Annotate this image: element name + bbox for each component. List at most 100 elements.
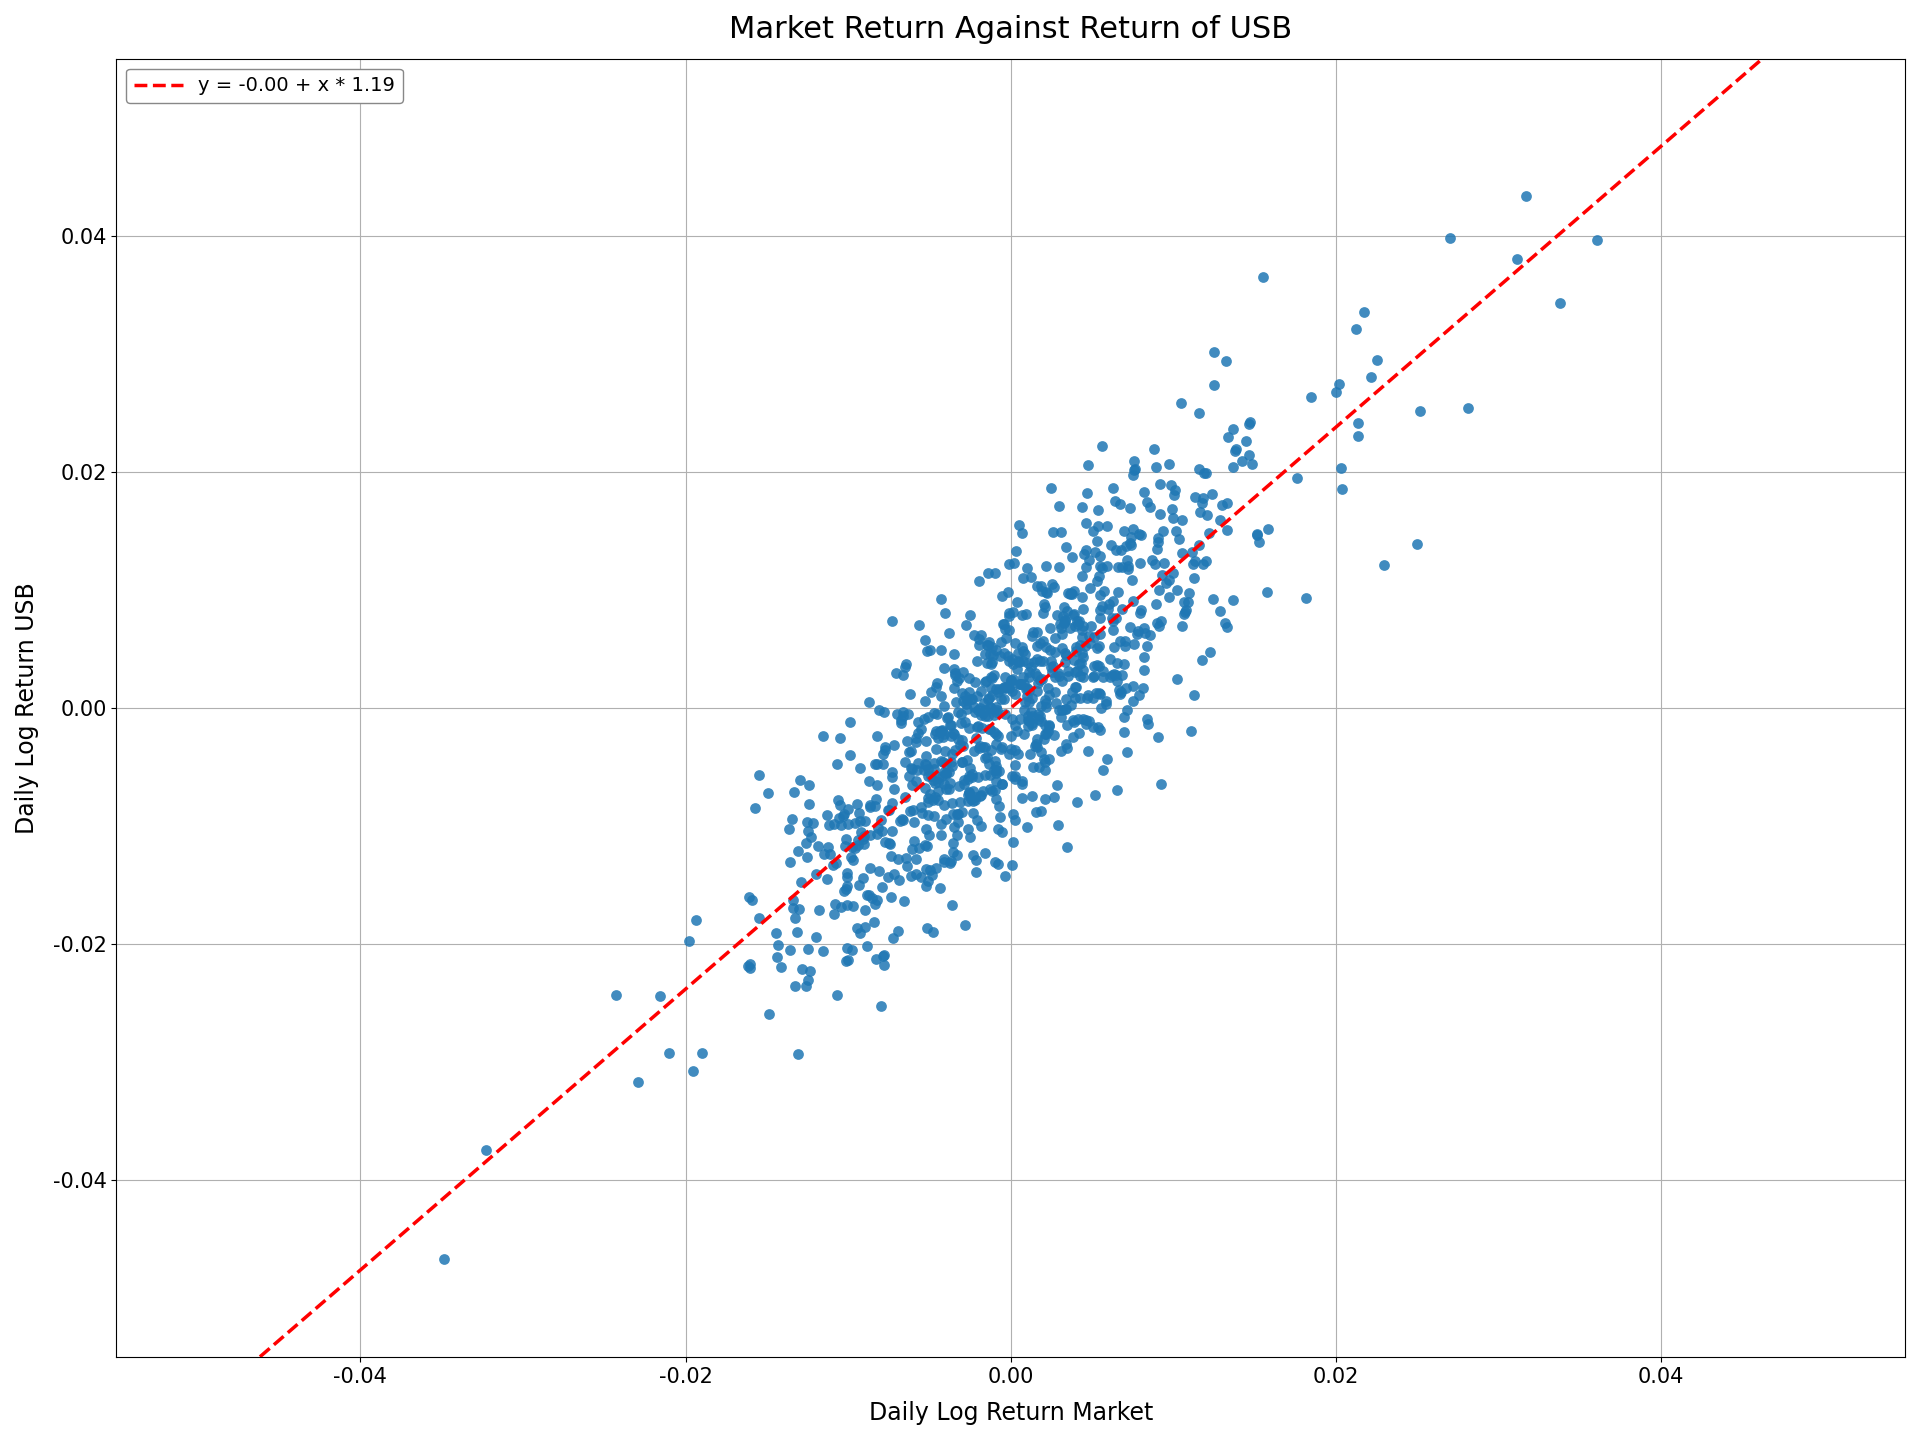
Point — [979, 759, 1010, 782]
Point — [1068, 619, 1098, 642]
Point — [912, 916, 943, 939]
Point — [900, 726, 931, 749]
Point — [985, 737, 1016, 760]
Point — [1089, 665, 1119, 688]
Point — [983, 680, 1014, 703]
Point — [801, 924, 831, 948]
Point — [987, 585, 1018, 608]
Point — [785, 769, 816, 792]
Point — [1158, 497, 1188, 520]
Point — [998, 829, 1029, 852]
Point — [1092, 554, 1123, 577]
Point — [1064, 707, 1094, 730]
Point — [1116, 616, 1146, 639]
Point — [1094, 648, 1125, 671]
Point — [925, 638, 956, 661]
Point — [1204, 599, 1235, 622]
Point — [778, 888, 808, 912]
Point — [958, 844, 989, 867]
Point — [1117, 464, 1148, 487]
Point — [1081, 569, 1112, 592]
Point — [1006, 521, 1037, 544]
Point — [1154, 586, 1185, 609]
Point — [1048, 596, 1079, 619]
Point — [908, 759, 939, 782]
Point — [1112, 549, 1142, 572]
Point — [1027, 629, 1058, 652]
Point — [922, 788, 952, 811]
Point — [866, 994, 897, 1017]
Point — [1248, 265, 1279, 288]
Point — [1037, 573, 1068, 596]
Point — [1217, 418, 1248, 441]
Point — [964, 736, 995, 759]
Point — [1025, 649, 1056, 672]
Point — [1050, 697, 1081, 720]
Point — [831, 893, 862, 916]
Point — [1029, 747, 1060, 770]
Point — [1112, 698, 1142, 721]
Point — [937, 750, 968, 773]
Point — [877, 760, 908, 783]
Point — [1100, 539, 1131, 562]
Point — [1016, 704, 1046, 727]
Point — [958, 624, 989, 647]
Point — [1041, 603, 1071, 626]
Point — [916, 864, 947, 887]
Point — [674, 930, 705, 953]
Point — [931, 753, 962, 776]
Point — [1325, 456, 1356, 480]
Point — [1171, 598, 1202, 621]
Point — [881, 703, 912, 726]
Point — [801, 863, 831, 886]
Point — [1085, 624, 1116, 647]
Point — [891, 847, 922, 870]
Point — [1016, 566, 1046, 589]
Point — [975, 684, 1006, 707]
Point — [1014, 661, 1044, 684]
Point — [948, 768, 979, 791]
Point — [995, 675, 1025, 698]
Point — [1321, 382, 1352, 405]
Point — [1056, 546, 1087, 569]
Point — [958, 696, 989, 719]
Point — [975, 667, 1006, 690]
Point — [1173, 590, 1204, 613]
Point — [981, 762, 1012, 785]
Point — [933, 621, 964, 644]
Point — [1212, 518, 1242, 541]
Point — [996, 647, 1027, 670]
Point — [1020, 662, 1050, 685]
Point — [1079, 654, 1110, 677]
Point — [1006, 635, 1037, 658]
Point — [947, 703, 977, 726]
Point — [981, 701, 1012, 724]
Point — [947, 729, 977, 752]
Point — [993, 602, 1023, 625]
Point — [1000, 683, 1031, 706]
Point — [985, 795, 1016, 818]
Point — [1014, 710, 1044, 733]
Point — [906, 802, 937, 825]
Point — [1179, 485, 1210, 508]
Point — [906, 717, 937, 740]
Point — [829, 834, 860, 857]
Point — [989, 613, 1020, 636]
Point — [947, 681, 977, 704]
Point — [780, 973, 810, 996]
Point — [837, 939, 868, 962]
Point — [1052, 660, 1083, 683]
Point — [1405, 399, 1436, 422]
Point — [1025, 704, 1056, 727]
Point — [833, 949, 864, 972]
Point — [1142, 611, 1173, 634]
Point — [1131, 635, 1162, 658]
Point — [1140, 455, 1171, 478]
Point — [966, 783, 996, 806]
Point — [1125, 598, 1156, 621]
Point — [1129, 480, 1160, 503]
Point — [1064, 687, 1094, 710]
Point — [1104, 629, 1135, 652]
Point — [1018, 756, 1048, 779]
Point — [1144, 579, 1175, 602]
